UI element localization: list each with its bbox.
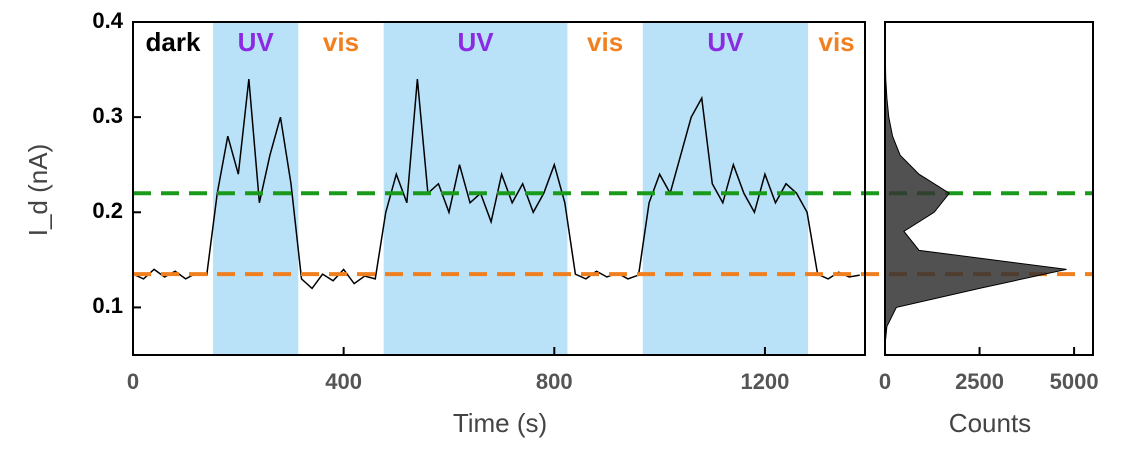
x-tick-label: 0 [879, 369, 891, 394]
plot-frame [132, 21, 866, 356]
region-label: vis [818, 27, 854, 57]
region-label: UV [238, 27, 275, 57]
y-tick-label: 0.2 [92, 198, 123, 223]
uv-region [642, 22, 809, 355]
uv-region [383, 22, 568, 355]
y-tick-label: 0.4 [92, 8, 123, 33]
x-tick-label: 400 [325, 369, 362, 394]
x-tick-label: 2500 [955, 369, 1004, 394]
region-label: vis [587, 27, 623, 57]
hist-x-axis-label: Counts [949, 408, 1031, 438]
region-label: UV [707, 27, 744, 57]
uv-region [213, 22, 299, 355]
region-label: UV [458, 27, 495, 57]
y-tick-label: 0.3 [92, 103, 123, 128]
x-tick-label: 5000 [1050, 369, 1099, 394]
x-axis-label: Time (s) [453, 408, 547, 438]
y-tick-label: 0.1 [92, 293, 123, 318]
region-label: dark [146, 27, 201, 57]
x-tick-label: 0 [127, 369, 139, 394]
histogram-area [884, 22, 1067, 346]
x-tick-label: 800 [536, 369, 573, 394]
hist-frame [884, 21, 1094, 356]
region-label: vis [323, 27, 359, 57]
current-trace [132, 79, 860, 290]
y-axis-label: I_d (nA) [23, 144, 53, 237]
x-tick-label: 1200 [740, 369, 789, 394]
